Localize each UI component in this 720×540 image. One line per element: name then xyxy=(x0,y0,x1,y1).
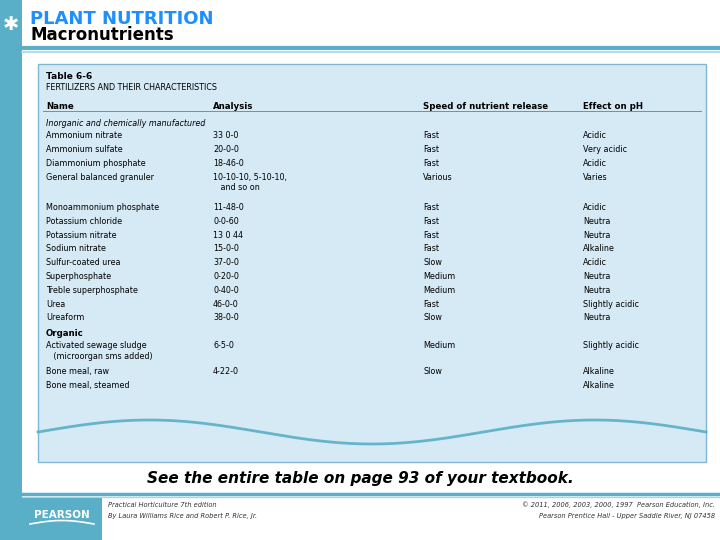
Text: Potassium chloride: Potassium chloride xyxy=(46,217,122,226)
Text: Bone meal, steamed: Bone meal, steamed xyxy=(46,381,130,389)
Text: Diammonium phosphate: Diammonium phosphate xyxy=(46,159,145,168)
Text: By Laura Williams Rice and Robert P. Rice, Jr.: By Laura Williams Rice and Robert P. Ric… xyxy=(108,513,257,519)
Text: Alkaline: Alkaline xyxy=(583,381,615,389)
Text: 6-5-0: 6-5-0 xyxy=(213,341,234,350)
Text: Slow: Slow xyxy=(423,367,442,376)
Text: 0-20-0: 0-20-0 xyxy=(213,272,239,281)
Text: Superphosphate: Superphosphate xyxy=(46,272,112,281)
Text: 13 0 44: 13 0 44 xyxy=(213,231,243,240)
Text: Monoammonium phosphate: Monoammonium phosphate xyxy=(46,203,159,212)
Text: 0-0-60: 0-0-60 xyxy=(213,217,239,226)
Text: Sulfur-coated urea: Sulfur-coated urea xyxy=(46,258,120,267)
Text: Varies: Varies xyxy=(583,173,608,181)
Text: Various: Various xyxy=(423,173,453,181)
Text: Name: Name xyxy=(46,102,73,111)
Text: ✱: ✱ xyxy=(3,15,19,33)
Text: Neutra: Neutra xyxy=(583,286,611,295)
Text: Effect on pH: Effect on pH xyxy=(583,102,643,111)
Text: Alkaline: Alkaline xyxy=(583,244,615,253)
Text: Fast: Fast xyxy=(423,159,439,168)
Text: PLANT NUTRITION: PLANT NUTRITION xyxy=(30,10,214,28)
Text: Alkaline: Alkaline xyxy=(583,367,615,376)
Text: Fast: Fast xyxy=(423,203,439,212)
Text: 33 0-0: 33 0-0 xyxy=(213,131,238,140)
FancyBboxPatch shape xyxy=(38,64,706,462)
Text: 15-0-0: 15-0-0 xyxy=(213,244,239,253)
Text: Fast: Fast xyxy=(423,145,439,154)
Text: Acidic: Acidic xyxy=(583,258,607,267)
Text: 18-46-0: 18-46-0 xyxy=(213,159,244,168)
Text: Practical Horticulture 7th edition: Practical Horticulture 7th edition xyxy=(108,502,217,508)
Text: Fast: Fast xyxy=(423,231,439,240)
Text: See the entire table on page 93 of your textbook.: See the entire table on page 93 of your … xyxy=(147,470,573,485)
Text: Sodium nitrate: Sodium nitrate xyxy=(46,244,106,253)
Text: Activated sewage sludge
   (microorgan sms added): Activated sewage sludge (microorgan sms … xyxy=(46,341,153,361)
Text: Slightly acidic: Slightly acidic xyxy=(583,300,639,308)
Text: Macronutrients: Macronutrients xyxy=(30,26,174,44)
Text: Ammonium sulfate: Ammonium sulfate xyxy=(46,145,122,154)
Text: Very acidic: Very acidic xyxy=(583,145,627,154)
Text: Analysis: Analysis xyxy=(213,102,253,111)
Text: Fast: Fast xyxy=(423,300,439,308)
Text: Fast: Fast xyxy=(423,131,439,140)
Text: Table 6-6: Table 6-6 xyxy=(46,72,92,81)
Text: 10-10-10, 5-10-10,
   and so on: 10-10-10, 5-10-10, and so on xyxy=(213,173,287,192)
Text: Urea: Urea xyxy=(46,300,66,308)
Text: Slow: Slow xyxy=(423,313,442,322)
Text: Medium: Medium xyxy=(423,286,455,295)
Text: © 2011, 2006, 2003, 2000, 1997  Pearson Education, Inc.: © 2011, 2006, 2003, 2000, 1997 Pearson E… xyxy=(522,502,715,508)
Text: Slightly acidic: Slightly acidic xyxy=(583,341,639,350)
Text: Fast: Fast xyxy=(423,244,439,253)
Text: 11-48-0: 11-48-0 xyxy=(213,203,244,212)
Text: Neutra: Neutra xyxy=(583,231,611,240)
Text: FERTILIZERS AND THEIR CHARACTERISTICS: FERTILIZERS AND THEIR CHARACTERISTICS xyxy=(46,83,217,92)
Text: Fast: Fast xyxy=(423,217,439,226)
Text: Ammonium nitrate: Ammonium nitrate xyxy=(46,131,122,140)
FancyBboxPatch shape xyxy=(22,498,102,540)
FancyBboxPatch shape xyxy=(0,0,22,540)
Text: 46-0-0: 46-0-0 xyxy=(213,300,239,308)
Text: 0-40-0: 0-40-0 xyxy=(213,286,239,295)
Text: Inorganic and chemically manufactured: Inorganic and chemically manufactured xyxy=(46,119,205,128)
Text: Acidic: Acidic xyxy=(583,203,607,212)
Text: Neutra: Neutra xyxy=(583,313,611,322)
Text: Potassium nitrate: Potassium nitrate xyxy=(46,231,117,240)
Text: Treble superphosphate: Treble superphosphate xyxy=(46,286,138,295)
Text: 37-0-0: 37-0-0 xyxy=(213,258,239,267)
Text: Acidic: Acidic xyxy=(583,131,607,140)
Text: Neutra: Neutra xyxy=(583,217,611,226)
Text: PEARSON: PEARSON xyxy=(34,510,90,520)
Text: Organic: Organic xyxy=(46,329,84,338)
Text: Pearson Prentice Hall - Upper Saddle River, NJ 07458: Pearson Prentice Hall - Upper Saddle Riv… xyxy=(539,513,715,519)
Text: Bone meal, raw: Bone meal, raw xyxy=(46,367,109,376)
Text: Ureaform: Ureaform xyxy=(46,313,84,322)
Text: Neutra: Neutra xyxy=(583,272,611,281)
Text: General balanced granuler: General balanced granuler xyxy=(46,173,154,181)
Text: Medium: Medium xyxy=(423,341,455,350)
Text: 20-0-0: 20-0-0 xyxy=(213,145,239,154)
Text: 38-0-0: 38-0-0 xyxy=(213,313,239,322)
Text: Slow: Slow xyxy=(423,258,442,267)
Text: Acidic: Acidic xyxy=(583,159,607,168)
Text: Speed of nutrient release: Speed of nutrient release xyxy=(423,102,548,111)
Text: Medium: Medium xyxy=(423,272,455,281)
Text: 4-22-0: 4-22-0 xyxy=(213,367,239,376)
